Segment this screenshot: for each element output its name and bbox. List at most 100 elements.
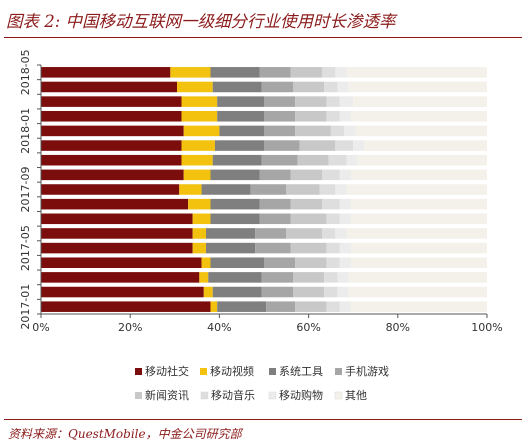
legend-label: 移动社交 bbox=[145, 364, 189, 378]
legend-swatch bbox=[200, 391, 209, 400]
bar-segment bbox=[295, 125, 331, 137]
bar-segment bbox=[350, 110, 487, 122]
bar-segment bbox=[348, 272, 487, 283]
bar-segment bbox=[350, 169, 487, 181]
bar-segment bbox=[41, 81, 178, 93]
bar-segment bbox=[290, 67, 322, 78]
bar-segment bbox=[210, 213, 260, 225]
legend-label: 新闻资讯 bbox=[145, 388, 189, 402]
bar-segment bbox=[290, 198, 322, 210]
bar-segment bbox=[219, 125, 264, 137]
bar-segment bbox=[292, 286, 325, 298]
bar-segment bbox=[250, 184, 287, 195]
y-tick-label: 2017-01 bbox=[19, 284, 32, 330]
legend-label: 移动音乐 bbox=[211, 388, 255, 402]
bar-segment bbox=[41, 184, 180, 195]
source-rule bbox=[4, 419, 522, 420]
bar-segment bbox=[346, 154, 358, 166]
bar-segment bbox=[326, 213, 340, 225]
bar-segment bbox=[255, 228, 287, 239]
bars-layer bbox=[41, 67, 487, 312]
bar-segment bbox=[261, 154, 298, 166]
bar-segment bbox=[212, 286, 262, 298]
bar-segment bbox=[212, 81, 262, 93]
bar-segment bbox=[335, 184, 347, 195]
bar-segment bbox=[259, 67, 291, 78]
legend-label: 移动视频 bbox=[210, 364, 254, 378]
bar-segment bbox=[259, 198, 291, 210]
bar-segment bbox=[261, 272, 293, 283]
bar-segment bbox=[192, 213, 211, 225]
source-note: 资料来源：QuestMobile，中金公司研究部 bbox=[8, 427, 242, 441]
bar-segment bbox=[192, 228, 207, 239]
bar-segment bbox=[328, 154, 347, 166]
bar-segment bbox=[183, 169, 211, 181]
bar-segment bbox=[350, 213, 487, 225]
bar-segment bbox=[264, 257, 296, 269]
bar-segment bbox=[326, 301, 340, 312]
bar-segment bbox=[41, 242, 193, 254]
bar-segment bbox=[201, 257, 211, 269]
bar-segment bbox=[344, 125, 356, 137]
bar-segment bbox=[299, 140, 336, 151]
bar-segment bbox=[214, 140, 264, 151]
bar-segment bbox=[286, 184, 320, 195]
bar-segment bbox=[170, 67, 211, 78]
bar-segment bbox=[41, 301, 211, 312]
bar-segment bbox=[41, 125, 184, 137]
bar-segment bbox=[339, 242, 351, 254]
bar-segment bbox=[339, 198, 351, 210]
y-tick-label: 2017-09 bbox=[19, 167, 32, 213]
bar-segment bbox=[210, 67, 260, 78]
bar-segment bbox=[335, 140, 354, 151]
x-tick-label: 100% bbox=[471, 321, 502, 334]
bar-segment bbox=[261, 286, 293, 298]
bar-segment bbox=[177, 81, 213, 93]
bar-segment bbox=[264, 96, 296, 107]
bar-segment bbox=[346, 184, 487, 195]
bar-segment bbox=[203, 286, 213, 298]
bar-segment bbox=[346, 228, 487, 239]
bar-segment bbox=[324, 286, 338, 298]
y-tick-label: 2018-05 bbox=[19, 49, 32, 95]
bar-segment bbox=[295, 110, 327, 122]
bar-segment bbox=[181, 140, 215, 151]
bar-segment bbox=[324, 272, 338, 283]
bar-segment bbox=[41, 154, 182, 166]
bar-segment bbox=[179, 184, 202, 195]
bar-segment bbox=[319, 184, 336, 195]
bar-segment bbox=[330, 125, 345, 137]
axes-layer: 2018-05 2018-01 2017-09 2017-05 2017-01 0% 20%… bbox=[19, 49, 503, 334]
bar-segment bbox=[295, 96, 327, 107]
legend-swatch bbox=[200, 368, 207, 375]
bar-segment bbox=[290, 242, 327, 254]
legend-label: 手机游戏 bbox=[345, 364, 389, 378]
bar-segment bbox=[335, 67, 347, 78]
bar-segment bbox=[326, 242, 340, 254]
legend-swatch bbox=[269, 368, 276, 375]
bar-segment bbox=[339, 169, 351, 181]
bar-segment bbox=[355, 125, 487, 137]
bar-segment bbox=[264, 125, 296, 137]
bar-segment bbox=[335, 228, 347, 239]
bar-segment bbox=[199, 272, 209, 283]
bar-segment bbox=[41, 140, 182, 151]
bar-segment bbox=[255, 242, 291, 254]
bar-segment bbox=[290, 213, 327, 225]
bar-segment bbox=[208, 272, 262, 283]
bar-segment bbox=[353, 140, 365, 151]
x-tick-label: 20% bbox=[118, 321, 142, 334]
bar-segment bbox=[339, 257, 351, 269]
x-tick-label: 80% bbox=[386, 321, 410, 334]
bar-segment bbox=[321, 228, 336, 239]
bar-segment bbox=[183, 125, 220, 137]
bar-segment bbox=[210, 198, 260, 210]
bar-segment bbox=[350, 242, 487, 254]
bar-segment bbox=[353, 96, 487, 107]
bar-segment bbox=[337, 286, 349, 298]
bar-segment bbox=[259, 213, 291, 225]
bar-segment bbox=[181, 96, 218, 107]
bar-segment bbox=[339, 213, 351, 225]
